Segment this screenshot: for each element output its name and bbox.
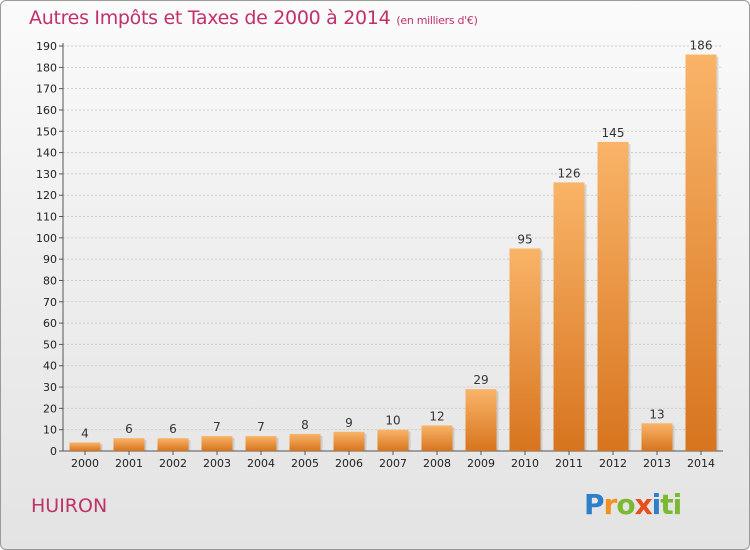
bar-value-label: 4 [81, 426, 89, 440]
chart-title-text: Autres Impôts et Taxes de 2000 à 2014 [29, 7, 391, 29]
bar-value-label: 6 [169, 422, 177, 436]
y-tick-label: 170 [36, 83, 57, 96]
y-tick-label: 90 [43, 253, 57, 266]
brand-letter: ti [660, 488, 682, 521]
chart-title: Autres Impôts et Taxes de 2000 à 2014 (en… [29, 7, 478, 29]
bar [553, 182, 585, 451]
x-tick-label: 2008 [423, 457, 451, 470]
bar [685, 54, 717, 452]
bar-value-label: 126 [558, 166, 581, 180]
bar [597, 141, 629, 451]
y-tick-label: 20 [43, 402, 57, 415]
x-tick-label: 2014 [687, 457, 715, 470]
x-tick-label: 2011 [555, 457, 583, 470]
bar [465, 389, 497, 451]
bar-value-label: 12 [429, 409, 444, 423]
gridlines [63, 45, 723, 431]
bar [157, 438, 189, 451]
brand-letter: r [603, 488, 618, 521]
bar-value-label: 9 [345, 416, 353, 430]
x-tick-label: 2009 [467, 457, 495, 470]
brand-logo[interactable]: Proxiti [584, 488, 682, 521]
place-name: HUIRON [31, 495, 108, 517]
x-tick-label: 2000 [71, 457, 99, 470]
y-tick-label: 180 [36, 61, 57, 74]
bar [641, 423, 673, 451]
x-tick-label: 2007 [379, 457, 407, 470]
bar [377, 429, 409, 451]
y-tick-label: 70 [43, 296, 57, 309]
y-tick-label: 130 [36, 168, 57, 181]
x-tick-label: 2002 [159, 457, 187, 470]
bar-value-label: 6 [125, 422, 133, 436]
chart-unit: (en milliers d'€) [396, 14, 478, 27]
y-tick-label: 150 [36, 125, 57, 138]
y-tick-label: 0 [50, 445, 57, 458]
x-tick-label: 2001 [115, 457, 143, 470]
x-tick-label: 2006 [335, 457, 363, 470]
x-tick-label: 2013 [643, 457, 671, 470]
y-tick-label: 140 [36, 147, 57, 160]
y-tick-label: 100 [36, 232, 57, 245]
labels: 0 10 20 30 40 50 60 70 80 90 100 110 120 130 140 150 160… [36, 39, 715, 470]
bars [69, 54, 719, 452]
brand-letter: x [634, 488, 653, 521]
y-tick-label: 50 [43, 338, 57, 351]
bar [113, 438, 145, 451]
x-tick-label: 2004 [247, 457, 275, 470]
y-tick-label: 190 [36, 40, 57, 53]
y-tick-label: 80 [43, 274, 57, 287]
y-tick-label: 30 [43, 381, 57, 394]
bar-value-label: 8 [301, 418, 309, 432]
brand-letter: P [584, 488, 605, 521]
x-tick-label: 2012 [599, 457, 627, 470]
bar-value-label: 7 [257, 420, 265, 434]
bar [509, 248, 541, 451]
y-tick-label: 120 [36, 189, 57, 202]
bar-value-label: 186 [690, 39, 713, 53]
y-tick-label: 10 [43, 424, 57, 437]
x-tick-label: 2010 [511, 457, 539, 470]
bar [201, 436, 233, 451]
y-tick-label: 40 [43, 360, 57, 373]
y-tick-label: 160 [36, 104, 57, 117]
bar-value-label: 13 [649, 407, 664, 421]
bar [421, 425, 453, 451]
bar-value-label: 7 [213, 420, 221, 434]
bar [245, 436, 277, 451]
bar [333, 431, 365, 451]
x-tick-label: 2005 [291, 457, 319, 470]
x-tick-label: 2003 [203, 457, 231, 470]
bar [289, 433, 321, 451]
y-tick-label: 110 [36, 211, 57, 224]
bar-value-label: 95 [517, 233, 532, 247]
bar-value-label: 10 [385, 414, 400, 428]
brand-letter: o [616, 488, 635, 521]
bar [69, 442, 101, 451]
y-tick-label: 60 [43, 317, 57, 330]
bar-value-label: 29 [473, 373, 488, 387]
brand-letter: i [651, 488, 662, 521]
bar-value-label: 145 [602, 126, 625, 140]
